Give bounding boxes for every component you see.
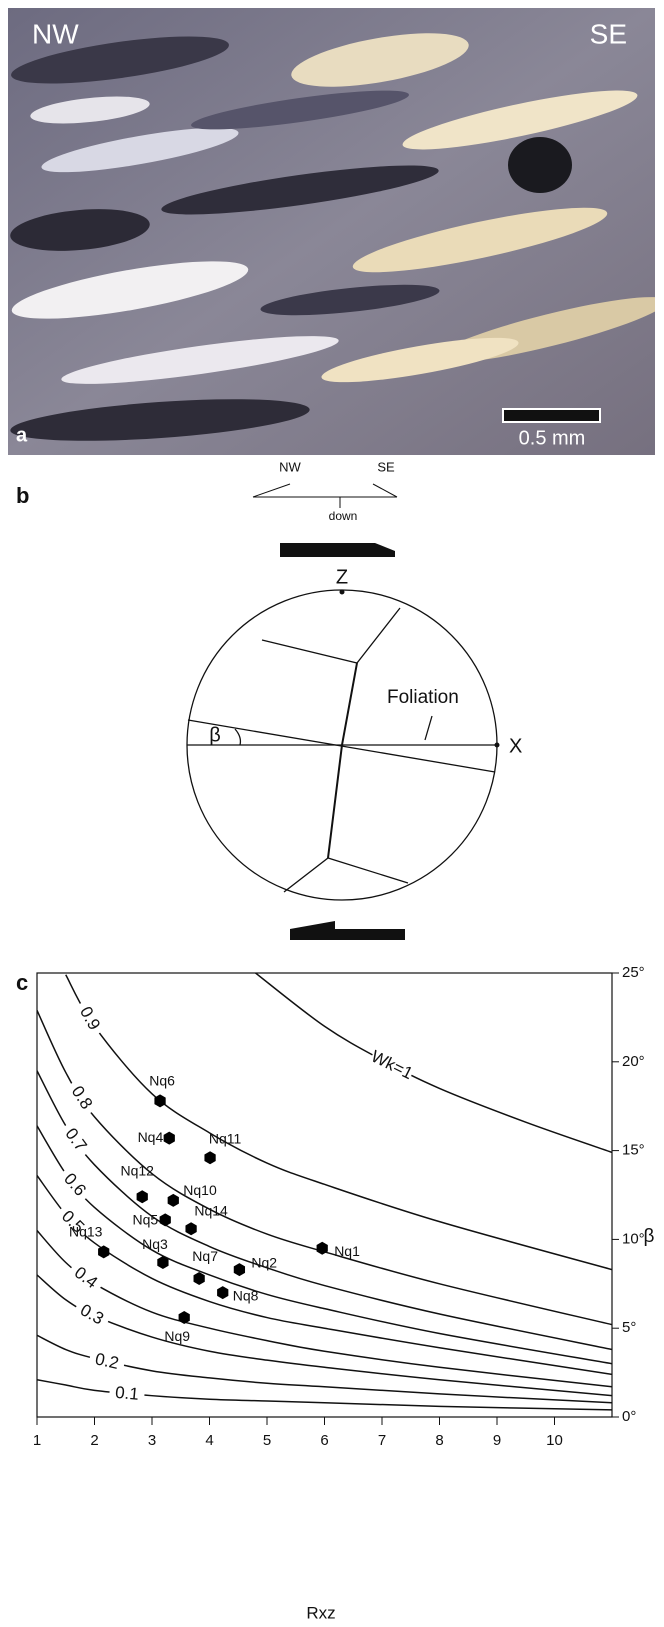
contour-label-text: Wk=1 — [368, 1047, 416, 1083]
kinematic-diagram — [187, 484, 499, 940]
direction-label: SE — [377, 459, 395, 474]
y-axis-label: β — [644, 1226, 655, 1247]
point-label: Nq10 — [183, 1182, 217, 1198]
axis-label: X — [509, 735, 522, 757]
point-label: Nq4 — [138, 1129, 164, 1145]
x-tick-label: 9 — [493, 1432, 501, 1449]
x-tick-label: 8 — [435, 1432, 443, 1449]
data-point — [217, 1286, 228, 1299]
contour-label: 0.6 — [56, 1165, 94, 1205]
contour-label: 0.1 — [109, 1382, 146, 1405]
contour-label: 0.7 — [58, 1120, 95, 1160]
point-label: Nq5 — [133, 1212, 159, 1228]
point-label: Nq11 — [209, 1130, 242, 1146]
contour-line — [256, 973, 613, 1152]
photo-left-label: NW — [32, 18, 79, 49]
contour-label: 0.8 — [64, 1077, 100, 1117]
figure: NW SE a 0.5 mm b NW SE down Z X Foliatio… — [0, 0, 664, 1627]
point-label: Nq6 — [149, 1073, 175, 1089]
direction-label: NW — [279, 459, 301, 474]
x-tick-label: 6 — [320, 1432, 328, 1449]
contour-label: Wk=1 — [368, 1046, 416, 1083]
panel-label: c — [16, 970, 28, 995]
photo-right-label: SE — [590, 18, 627, 49]
x-axis-label: Rxz — [306, 1603, 335, 1622]
data-point — [234, 1263, 245, 1276]
contour-label: 0.9 — [73, 998, 108, 1038]
axis-label: Z — [336, 566, 348, 588]
data-point — [179, 1311, 190, 1324]
data-point — [185, 1222, 196, 1235]
data-point — [164, 1132, 175, 1145]
contour-label: 0.2 — [88, 1348, 126, 1375]
contour-line — [37, 1071, 612, 1350]
x-tick-label: 1 — [33, 1432, 41, 1449]
x-tick-label: 2 — [90, 1432, 98, 1449]
y-tick-label: 0° — [622, 1408, 636, 1425]
x-tick-label: 10 — [546, 1432, 563, 1449]
point-label: Nq7 — [192, 1248, 218, 1264]
contour-label-text: 0.2 — [93, 1349, 120, 1373]
contour-label: 0.4 — [66, 1259, 106, 1296]
point-label: Nq3 — [142, 1236, 168, 1252]
x-tick-label: 4 — [205, 1432, 213, 1449]
data-point — [137, 1190, 148, 1203]
panel-label: a — [16, 424, 28, 446]
point-label: Nq2 — [251, 1254, 277, 1270]
scale-bar — [503, 409, 600, 422]
point-label: Nq12 — [120, 1162, 154, 1178]
y-tick-label: 25° — [622, 964, 645, 981]
photomicrograph — [8, 8, 664, 455]
y-tick-label: 15° — [622, 1142, 645, 1159]
foliation-label: Foliation — [387, 687, 459, 708]
direction-label: down — [329, 509, 358, 523]
scale-bar-label: 0.5 mm — [519, 427, 586, 449]
data-point — [168, 1194, 179, 1207]
plot-frame — [37, 973, 612, 1417]
y-tick-label: 10° — [622, 1230, 645, 1247]
x-tick-label: 7 — [378, 1432, 386, 1449]
x-tick-label: 5 — [263, 1432, 271, 1449]
point-label: Nq14 — [194, 1202, 228, 1218]
plot-area: Wk=10.90.80.70.60.50.40.30.20.1 — [37, 973, 612, 1410]
point-label: Nq8 — [233, 1287, 259, 1303]
point-label: Nq1 — [334, 1243, 360, 1259]
contour-line — [37, 1175, 612, 1374]
contour-label-text: 0.1 — [114, 1383, 139, 1404]
y-tick-label: 5° — [622, 1319, 636, 1336]
data-point — [154, 1094, 165, 1107]
panel-label: b — [16, 483, 29, 508]
data-point — [194, 1272, 205, 1285]
x-tick-label: 3 — [148, 1432, 156, 1449]
point-label: Nq13 — [69, 1224, 103, 1240]
data-point — [160, 1213, 171, 1226]
point-label: Nq9 — [164, 1328, 190, 1344]
data-point — [204, 1151, 215, 1164]
contour-label: 0.3 — [72, 1297, 112, 1331]
angle-label: β — [209, 724, 221, 746]
y-tick-label: 20° — [622, 1053, 645, 1070]
